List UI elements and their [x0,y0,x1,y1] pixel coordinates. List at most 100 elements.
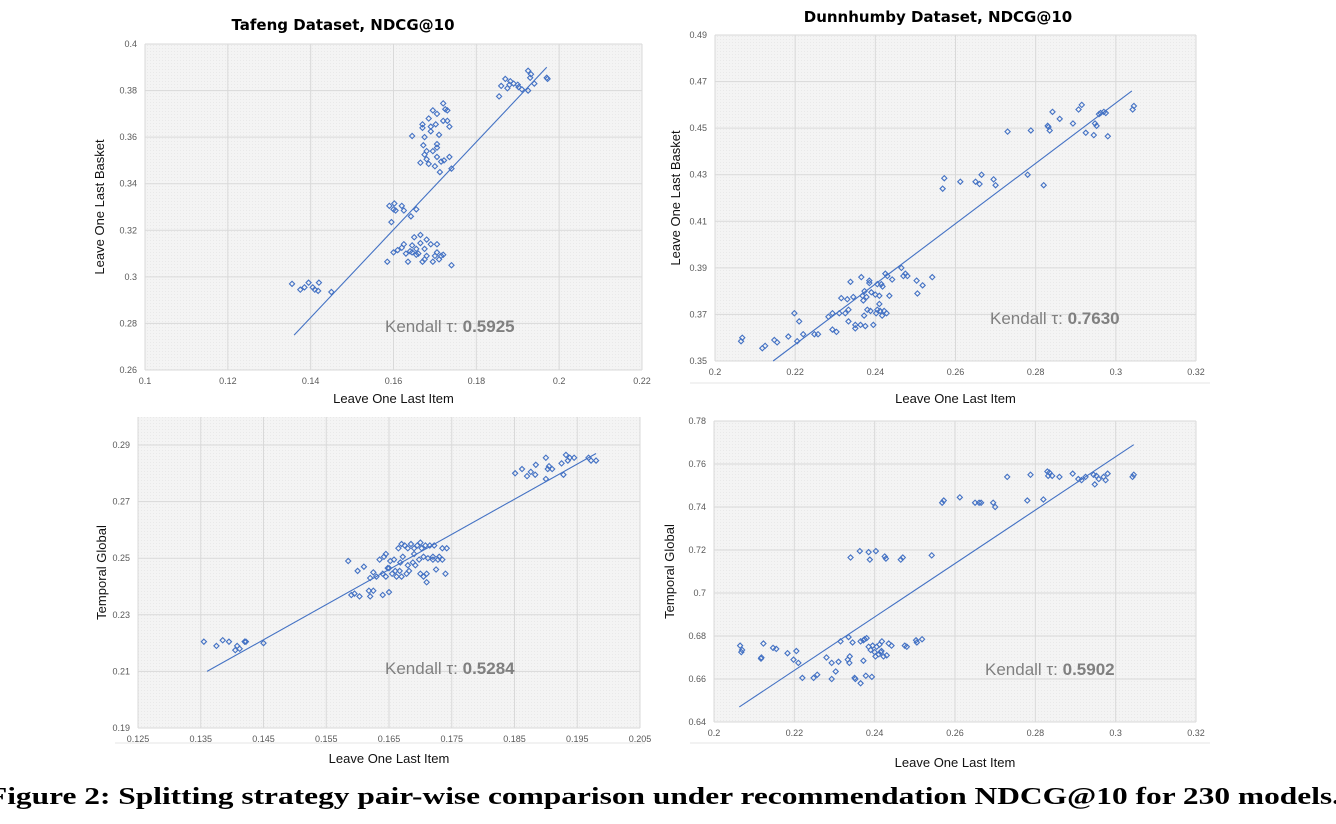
data-point [760,640,767,647]
data-point [1078,101,1086,109]
data-point [524,87,532,94]
data-point [841,309,849,317]
data-point [407,540,415,548]
data-point [405,567,413,575]
data-point [849,639,856,646]
data-point [1069,470,1077,478]
y-axis-label: Leave One Last Basket [668,130,683,266]
x-tick-label: 0.155 [315,734,338,744]
data-point [570,454,578,462]
data-point [795,318,803,325]
data-point [1104,470,1112,478]
data-point [392,207,399,214]
data-point [878,312,886,319]
data-point [794,659,802,667]
data-point [845,306,852,314]
data-point [888,276,896,283]
data-point [360,563,368,571]
data-point [408,242,416,249]
kendall-tau-annotation: Kendall τ: 0.5902 [985,660,1115,679]
data-point [863,634,871,642]
data-point [443,117,451,125]
data-point [904,272,911,280]
data-point [833,328,840,336]
data-point [992,181,999,189]
data-point [443,544,451,552]
data-point [857,321,864,329]
data-point [404,561,412,569]
y-tick-label: 0.37 [689,309,707,319]
data-point [883,272,891,280]
data-point [825,313,832,321]
kendall-tau-annotation: Kendall τ: 0.5284 [385,659,515,678]
data-point [1040,181,1048,189]
data-point [990,175,997,183]
data-point [928,551,936,559]
data-point [524,67,532,75]
data-point [903,643,911,651]
data-point [877,280,885,288]
data-point [382,550,390,558]
data-point [835,309,843,317]
data-point [518,86,526,93]
data-point [527,70,535,78]
data-point [429,106,437,114]
y-tick-label: 0.28 [119,318,137,328]
x-tick-label: 0.3 [1109,728,1122,738]
y-tick-label: 0.29 [112,440,130,450]
data-point [423,155,431,163]
data-point [404,258,412,266]
data-point [430,542,438,549]
data-point [385,588,393,596]
charts: 0.1 0.12 0.14 0.16 0.18 0.2 0.22 0.26 0.28 0.3 0.3… [92,8,1210,770]
data-point [431,162,439,170]
data-point [376,556,383,563]
data-point [813,671,821,679]
data-point [448,165,455,172]
data-point [1102,476,1110,484]
data-point [977,499,985,507]
data-point [938,499,946,507]
kendall-value: 0.5284 [463,659,516,678]
data-point [1024,171,1032,179]
data-point [1023,497,1031,504]
data-point [429,556,437,563]
x-tick-label: 0.28 [1027,367,1045,377]
data-point [790,309,798,317]
data-point [417,231,424,239]
scatter-chart-2: 0.2 0.22 0.24 0.26 0.28 0.3 0.32 0.35 0.37 0.39 0.… [668,8,1210,406]
data-point [558,460,565,467]
data-point [429,258,437,266]
x-axis-label: Leave One Last Item [333,391,454,406]
data-point [396,567,404,575]
data-point [861,635,869,643]
data-point [823,654,830,661]
data-point [972,178,979,186]
data-point [385,202,393,210]
data-point [829,326,836,333]
data-point [383,258,391,266]
y-tick-label: 0.76 [688,459,706,469]
x-axis-label: Leave One Last Item [895,391,1016,406]
data-point [510,80,517,87]
kendall-value: 0.7630 [1068,309,1120,328]
data-point [1003,473,1011,481]
x-tick-label: 0.32 [1187,367,1205,377]
data-point [562,451,570,459]
data-point [880,653,887,660]
data-point [835,658,842,666]
data-point [438,556,446,563]
x-tick-label: 0.1 [139,376,152,386]
data-point [919,281,927,289]
data-point [402,250,410,257]
data-point [366,593,374,600]
data-point [548,465,556,473]
data-point [940,497,948,504]
data-point [429,553,437,561]
data-point [542,454,550,462]
y-tick-label: 0.39 [689,263,707,273]
data-point [311,286,319,294]
data-point [878,637,886,645]
data-point [1093,122,1100,130]
x-tick-label: 0.2 [553,376,566,386]
